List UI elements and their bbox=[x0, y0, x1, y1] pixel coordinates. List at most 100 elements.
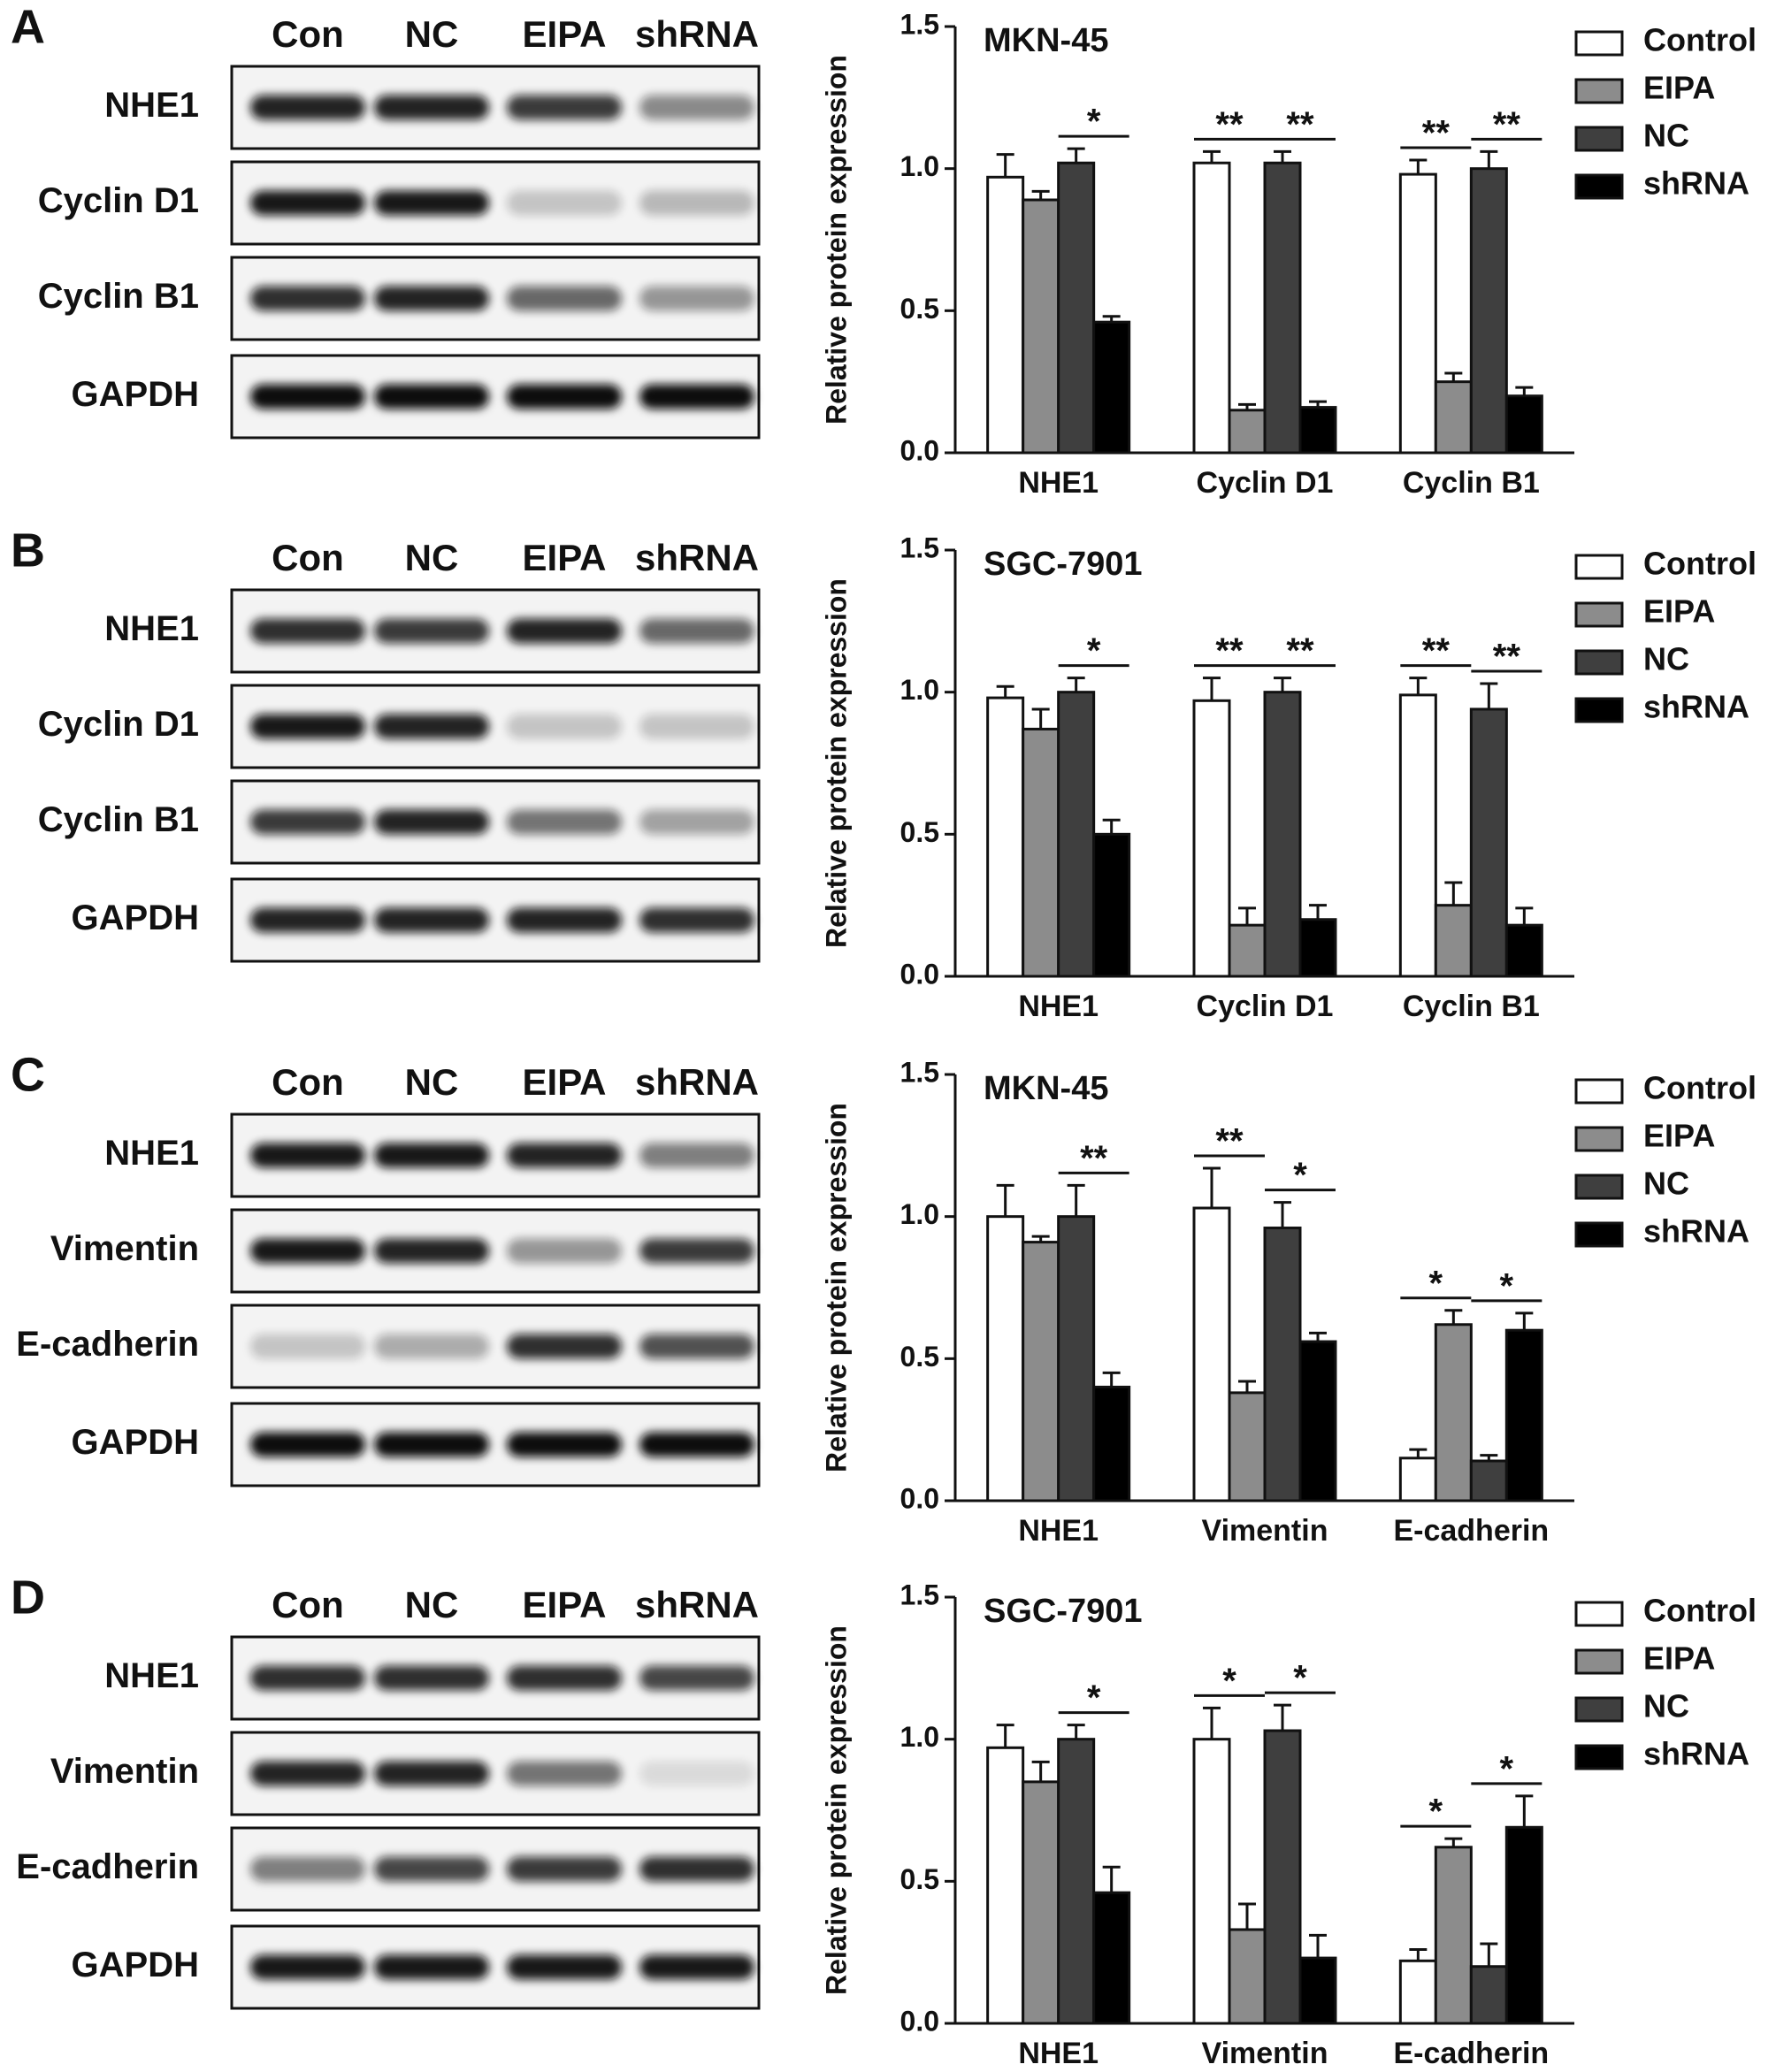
legend-swatch bbox=[1574, 1078, 1624, 1105]
significance-label: ** bbox=[1286, 105, 1314, 144]
legend-label: EIPA bbox=[1643, 1640, 1715, 1677]
bar bbox=[1228, 923, 1267, 978]
blot-band bbox=[639, 286, 754, 311]
row-label: Cyclin B1 bbox=[38, 277, 199, 316]
bar bbox=[1092, 1385, 1131, 1502]
bar bbox=[1057, 1215, 1096, 1502]
blot-band bbox=[507, 95, 622, 120]
blot-band bbox=[507, 714, 622, 739]
blot-band bbox=[250, 1238, 365, 1264]
blot-band bbox=[507, 1665, 622, 1691]
y-tick-label: 0.0 bbox=[900, 1482, 939, 1514]
legend-swatch bbox=[1574, 697, 1624, 723]
y-tick-label: 0.0 bbox=[900, 958, 939, 990]
bar bbox=[1092, 320, 1131, 455]
legend-swatch bbox=[1574, 78, 1624, 104]
y-tick-label: 0.5 bbox=[900, 1863, 939, 1895]
x-tick-label: NHE1 bbox=[1018, 1514, 1099, 1548]
bar bbox=[1022, 727, 1060, 978]
blot-band bbox=[639, 384, 754, 409]
blot-band bbox=[374, 1334, 489, 1359]
lane-label: NC bbox=[405, 13, 459, 55]
blot-band bbox=[250, 384, 365, 409]
significance-label: * bbox=[1087, 631, 1101, 670]
bar bbox=[1298, 1340, 1337, 1502]
blot-band bbox=[250, 1432, 365, 1457]
row-label: NHE1 bbox=[104, 1134, 199, 1173]
blot-band bbox=[374, 907, 489, 933]
x-tick-label: Cyclin D1 bbox=[1197, 466, 1334, 500]
row-label: Cyclin D1 bbox=[38, 181, 199, 220]
panel-letter: D bbox=[11, 1571, 45, 1624]
x-tick-label: NHE1 bbox=[1018, 990, 1099, 1023]
panel: C Con NC EIPA shRNA NHE1 Vimentin E-cadherin GAP… bbox=[11, 1048, 1757, 1548]
significance-label: ** bbox=[1080, 1139, 1108, 1178]
lane-label: Con bbox=[272, 13, 344, 55]
bar bbox=[1469, 1965, 1508, 2025]
blot-band bbox=[507, 618, 622, 644]
row-label: Cyclin D1 bbox=[38, 705, 199, 744]
row-label: NHE1 bbox=[104, 86, 199, 125]
legend-label: Control bbox=[1643, 546, 1757, 582]
blot-band bbox=[374, 95, 489, 120]
bar bbox=[986, 175, 1025, 455]
legend-label: EIPA bbox=[1643, 593, 1715, 630]
significance-label: ** bbox=[1215, 105, 1244, 144]
blot-band bbox=[507, 1238, 622, 1264]
y-tick-label: 1.0 bbox=[900, 1721, 939, 1753]
chart-title: SGC-7901 bbox=[984, 1593, 1143, 1630]
significance-label: * bbox=[1087, 1678, 1101, 1717]
blot-band bbox=[639, 618, 754, 644]
lane-label: EIPA bbox=[523, 1061, 607, 1103]
bar bbox=[1398, 1457, 1437, 1502]
bar bbox=[1192, 1206, 1231, 1502]
lane-label: EIPA bbox=[523, 537, 607, 578]
blot-band bbox=[639, 1238, 754, 1264]
bar bbox=[1263, 1729, 1302, 2025]
blot-band bbox=[639, 1143, 754, 1168]
legend-label: NC bbox=[1643, 1688, 1689, 1724]
legend-swatch bbox=[1574, 1126, 1624, 1152]
row-label: E-cadherin bbox=[16, 1325, 199, 1364]
significance-label: ** bbox=[1493, 638, 1521, 677]
panel-letter: A bbox=[11, 0, 45, 53]
significance-label: * bbox=[1429, 1264, 1443, 1303]
legend-label: NC bbox=[1643, 118, 1689, 154]
blot-band bbox=[374, 1432, 489, 1457]
x-tick-label: NHE1 bbox=[1018, 466, 1099, 500]
bar bbox=[1192, 161, 1231, 455]
bar bbox=[1398, 1959, 1437, 2025]
bar bbox=[1298, 406, 1337, 455]
blot-band bbox=[250, 1143, 365, 1168]
panel: D Con NC EIPA shRNA NHE1 Vimentin E-cadherin GAP… bbox=[11, 1571, 1757, 2070]
chart-title: MKN-45 bbox=[984, 1070, 1108, 1107]
y-tick-label: 0.0 bbox=[900, 434, 939, 466]
significance-label: ** bbox=[1215, 631, 1244, 670]
x-tick-label: Cyclin B1 bbox=[1403, 990, 1540, 1023]
legend-swatch bbox=[1574, 1174, 1624, 1200]
row-label: Vimentin bbox=[50, 1229, 199, 1268]
panel: B Con NC EIPA shRNA NHE1 Cyclin D1 Cyclin B1 GAP… bbox=[11, 524, 1757, 1023]
bar bbox=[1504, 923, 1543, 978]
bar bbox=[1263, 1227, 1302, 1502]
blot-band bbox=[639, 809, 754, 835]
x-tick-label: Cyclin B1 bbox=[1403, 466, 1540, 500]
blot-band bbox=[507, 384, 622, 409]
lane-label: NC bbox=[405, 1061, 459, 1103]
y-axis-label: Relative protein expression bbox=[820, 1103, 852, 1472]
bar bbox=[1092, 1891, 1131, 2025]
bar bbox=[1263, 161, 1302, 455]
row-label: Cyclin B1 bbox=[38, 800, 199, 839]
bar bbox=[1469, 707, 1508, 978]
bar bbox=[1504, 394, 1543, 455]
lane-label: Con bbox=[272, 537, 344, 578]
legend-label: Control bbox=[1643, 22, 1757, 58]
blot-band bbox=[639, 1665, 754, 1691]
bar bbox=[1022, 198, 1060, 455]
bar bbox=[1192, 1738, 1231, 2025]
significance-label: * bbox=[1087, 103, 1101, 141]
significance-label: * bbox=[1293, 1156, 1307, 1195]
legend-swatch bbox=[1574, 30, 1624, 57]
bar bbox=[1228, 1391, 1267, 1502]
